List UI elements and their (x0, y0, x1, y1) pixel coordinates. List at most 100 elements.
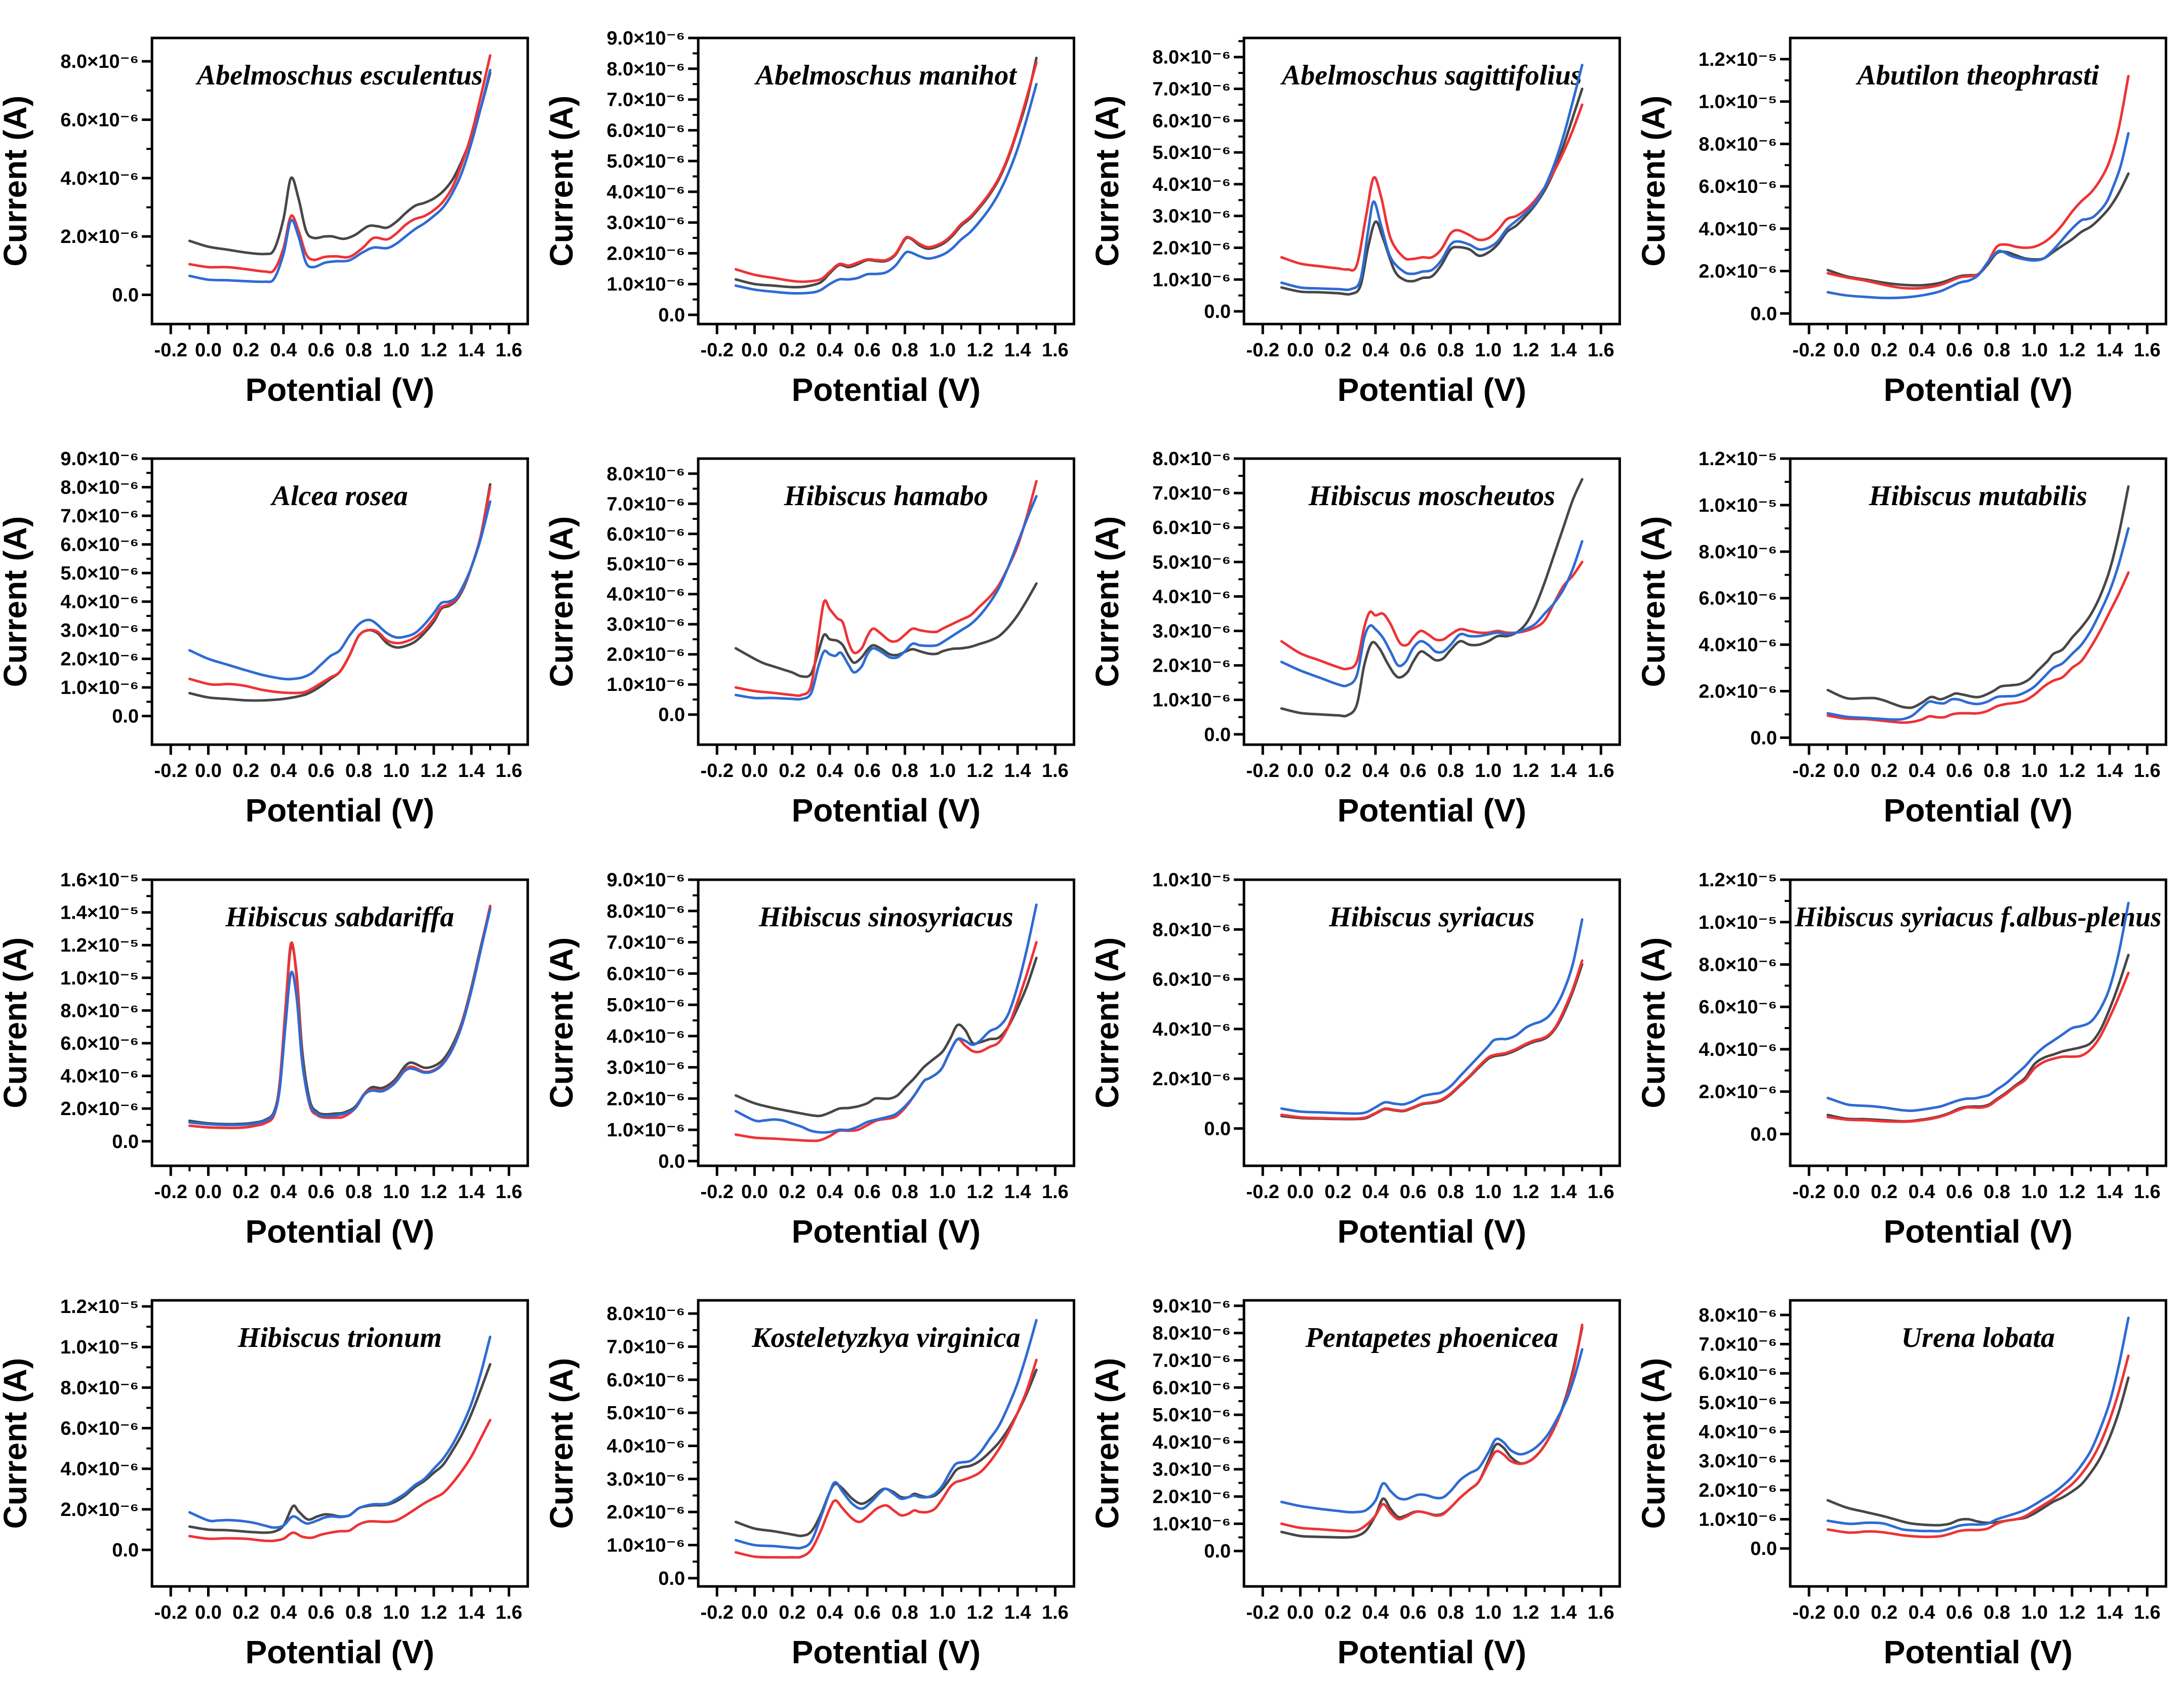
plot-frame (1242, 457, 1621, 746)
x-axis-label: Potential (V) (1883, 372, 2072, 408)
x-tick-label: 1.0 (1475, 760, 1502, 782)
y-tick-label: 3.0×10⁻⁶ (606, 614, 685, 635)
y-tick-label: 6.0×10⁻⁶ (60, 1033, 139, 1054)
y-tick-label: 6.0×10⁻⁶ (60, 110, 139, 131)
y-tick-label: 3.0×10⁻⁶ (1152, 621, 1231, 642)
curve-red (1280, 561, 1584, 671)
y-tick-label: 4.0×10⁻⁶ (606, 584, 685, 605)
y-tick-label: 1.0×10⁻⁶ (60, 677, 139, 699)
x-axis-label: Potential (V) (246, 372, 434, 408)
x-tick-label: 1.4 (2096, 340, 2123, 361)
y-tick-label: 3.0×10⁻⁶ (1698, 1451, 1777, 1472)
x-axis-label: Potential (V) (246, 1213, 434, 1250)
y-tick-label: 0.0 (1750, 728, 1777, 749)
y-tick-label: 2.0×10⁻⁶ (606, 1088, 685, 1110)
y-tick-label: 9.0×10⁻⁶ (1152, 1296, 1231, 1317)
x-tick-label: 0.4 (1908, 760, 1935, 782)
y-tick-label: 4.0×10⁻⁶ (60, 1065, 139, 1087)
y-tick-label: 0.0 (1204, 724, 1231, 746)
y-tick-label: 2.0×10⁻⁶ (606, 1502, 685, 1523)
curve-black (1826, 1376, 2130, 1527)
y-tick-label: 1.0×10⁻⁵ (60, 1337, 139, 1358)
x-tick-label: 1.2 (966, 340, 993, 361)
curve-blue (188, 908, 492, 1126)
subplot-urena-lobata: -0.2 0.0 0.2 0.4 0.6 0.8 1.0 1.2 1.4 1.6 0.0 1.0×10… (1638, 1262, 2184, 1683)
y-tick-label: 7.0×10⁻⁶ (1152, 483, 1231, 504)
curve-blue (734, 83, 1038, 295)
x-tick-label: 0.2 (232, 340, 259, 361)
plot-title: Hibiscus sinosyriacus (758, 901, 1014, 933)
x-tick-label: 0.0 (1833, 760, 1860, 782)
x-tick-label: 1.6 (2133, 1602, 2160, 1623)
chart-svg: -0.2 0.0 0.2 0.4 0.6 0.8 1.0 1.2 1.4 1.6 0.0 2.0×10… (0, 870, 529, 1250)
x-tick-label: 0.8 (1437, 340, 1464, 361)
x-tick-label: 1.0 (1475, 1602, 1502, 1623)
chart-svg: -0.2 0.0 0.2 0.4 0.6 0.8 1.0 1.2 1.4 1.6 0.0 2.0×10… (0, 1296, 529, 1670)
x-tick-label: 1.0 (383, 1181, 410, 1203)
y-tick-label: 5.0×10⁻⁶ (606, 554, 685, 575)
chart-svg: -0.2 0.0 0.2 0.4 0.6 0.8 1.0 1.2 1.4 1.6 0.0 2.0×10… (1638, 870, 2167, 1250)
x-tick-label: 0.2 (1324, 760, 1351, 782)
plot-title: Abelmoschus esculentus (195, 60, 483, 91)
x-tick-label: 0.2 (1871, 1602, 1897, 1623)
x-tick-label: 1.0 (383, 1602, 410, 1623)
y-tick-label: 2.0×10⁻⁶ (1152, 1069, 1231, 1090)
x-tick-label: 1.2 (966, 1181, 993, 1203)
x-tick-label: 1.6 (2133, 1181, 2160, 1203)
y-tick-label: 6.0×10⁻⁶ (1698, 176, 1777, 197)
x-tick-label: -0.2 (1246, 340, 1279, 361)
curve-red (1826, 571, 2130, 724)
curve-black (734, 582, 1038, 678)
x-tick-label: 1.0 (2021, 340, 2048, 361)
y-tick-label: 1.2×10⁻⁵ (1698, 870, 1776, 891)
y-tick-label: 3.0×10⁻⁶ (606, 213, 685, 234)
subplot-pentapetes-phoenicea: -0.2 0.0 0.2 0.4 0.6 0.8 1.0 1.2 1.4 1.6 0.0 1.0×10… (1092, 1262, 1638, 1683)
y-axis-label: Current (A) (1092, 1358, 1125, 1529)
y-tick-label: 9.0×10⁻⁶ (60, 448, 139, 470)
y-tick-label: 0.0 (1204, 301, 1231, 322)
y-tick-label: 0.0 (112, 1131, 139, 1152)
curve-red (188, 486, 492, 694)
curve-blue (734, 903, 1038, 1134)
x-tick-label: 0.4 (1362, 760, 1389, 782)
y-tick-label: 3.0×10⁻⁶ (606, 1057, 685, 1078)
y-tick-label: 1.0×10⁻⁵ (1698, 912, 1776, 933)
y-tick-label: 7.0×10⁻⁶ (606, 90, 685, 111)
subplot-hibiscus-hamabo: -0.2 0.0 0.2 0.4 0.6 0.8 1.0 1.2 1.4 1.6 0.0 1.0×10… (546, 421, 1093, 841)
curve-blue (1826, 901, 2130, 1112)
x-tick-label: -0.2 (700, 760, 733, 782)
x-tick-label: -0.2 (1246, 1181, 1279, 1203)
y-tick-label: 1.6×10⁻⁵ (60, 870, 139, 891)
y-tick-label: 2.0×10⁻⁶ (606, 243, 685, 264)
x-tick-label: 0.8 (1437, 760, 1464, 782)
x-tick-label: 0.6 (854, 760, 880, 782)
y-tick-label: 8.0×10⁻⁶ (60, 51, 139, 72)
y-axis-label: Current (A) (1092, 96, 1125, 267)
x-tick-label: 0.4 (816, 760, 843, 782)
x-axis-label: Potential (V) (1338, 1634, 1526, 1670)
x-tick-label: -0.2 (700, 340, 733, 361)
y-tick-label: 4.0×10⁻⁶ (606, 1025, 685, 1047)
y-axis-label: Current (A) (546, 516, 580, 687)
x-tick-label: 1.2 (420, 340, 447, 361)
curve-black (1280, 963, 1584, 1120)
subplot-abutilon-theophrasti: -0.2 0.0 0.2 0.4 0.6 0.8 1.0 1.2 1.4 1.6 0.0 2.0×10… (1638, 0, 2184, 421)
chart-svg: -0.2 0.0 0.2 0.4 0.6 0.8 1.0 1.2 1.4 1.6 0.0 2.0×10… (1638, 36, 2167, 408)
curve-black (1280, 1326, 1584, 1539)
x-tick-label: 0.2 (1871, 1181, 1897, 1203)
y-tick-label: 8.0×10⁻⁶ (1152, 448, 1231, 470)
x-tick-label: 0.4 (270, 760, 297, 782)
y-axis-label: Current (A) (1092, 516, 1125, 687)
subplot-hibiscus-trionum: -0.2 0.0 0.2 0.4 0.6 0.8 1.0 1.2 1.4 1.6 0.0 2.0×10… (0, 1262, 546, 1683)
x-tick-label: 1.4 (458, 340, 485, 361)
x-tick-label: 0.4 (1908, 340, 1935, 361)
curve-red (1826, 971, 2130, 1123)
y-tick-label: 3.0×10⁻⁶ (60, 620, 139, 641)
y-tick-label: 0.0 (658, 305, 685, 326)
y-tick-label: 6.0×10⁻⁶ (1152, 517, 1231, 539)
x-tick-label: 0.8 (891, 760, 918, 782)
x-tick-label: 0.8 (345, 1602, 372, 1623)
x-tick-label: 0.2 (232, 1181, 259, 1203)
y-tick-label: 8.0×10⁻⁶ (606, 59, 685, 80)
plot-title: Alcea rosea (270, 480, 408, 512)
